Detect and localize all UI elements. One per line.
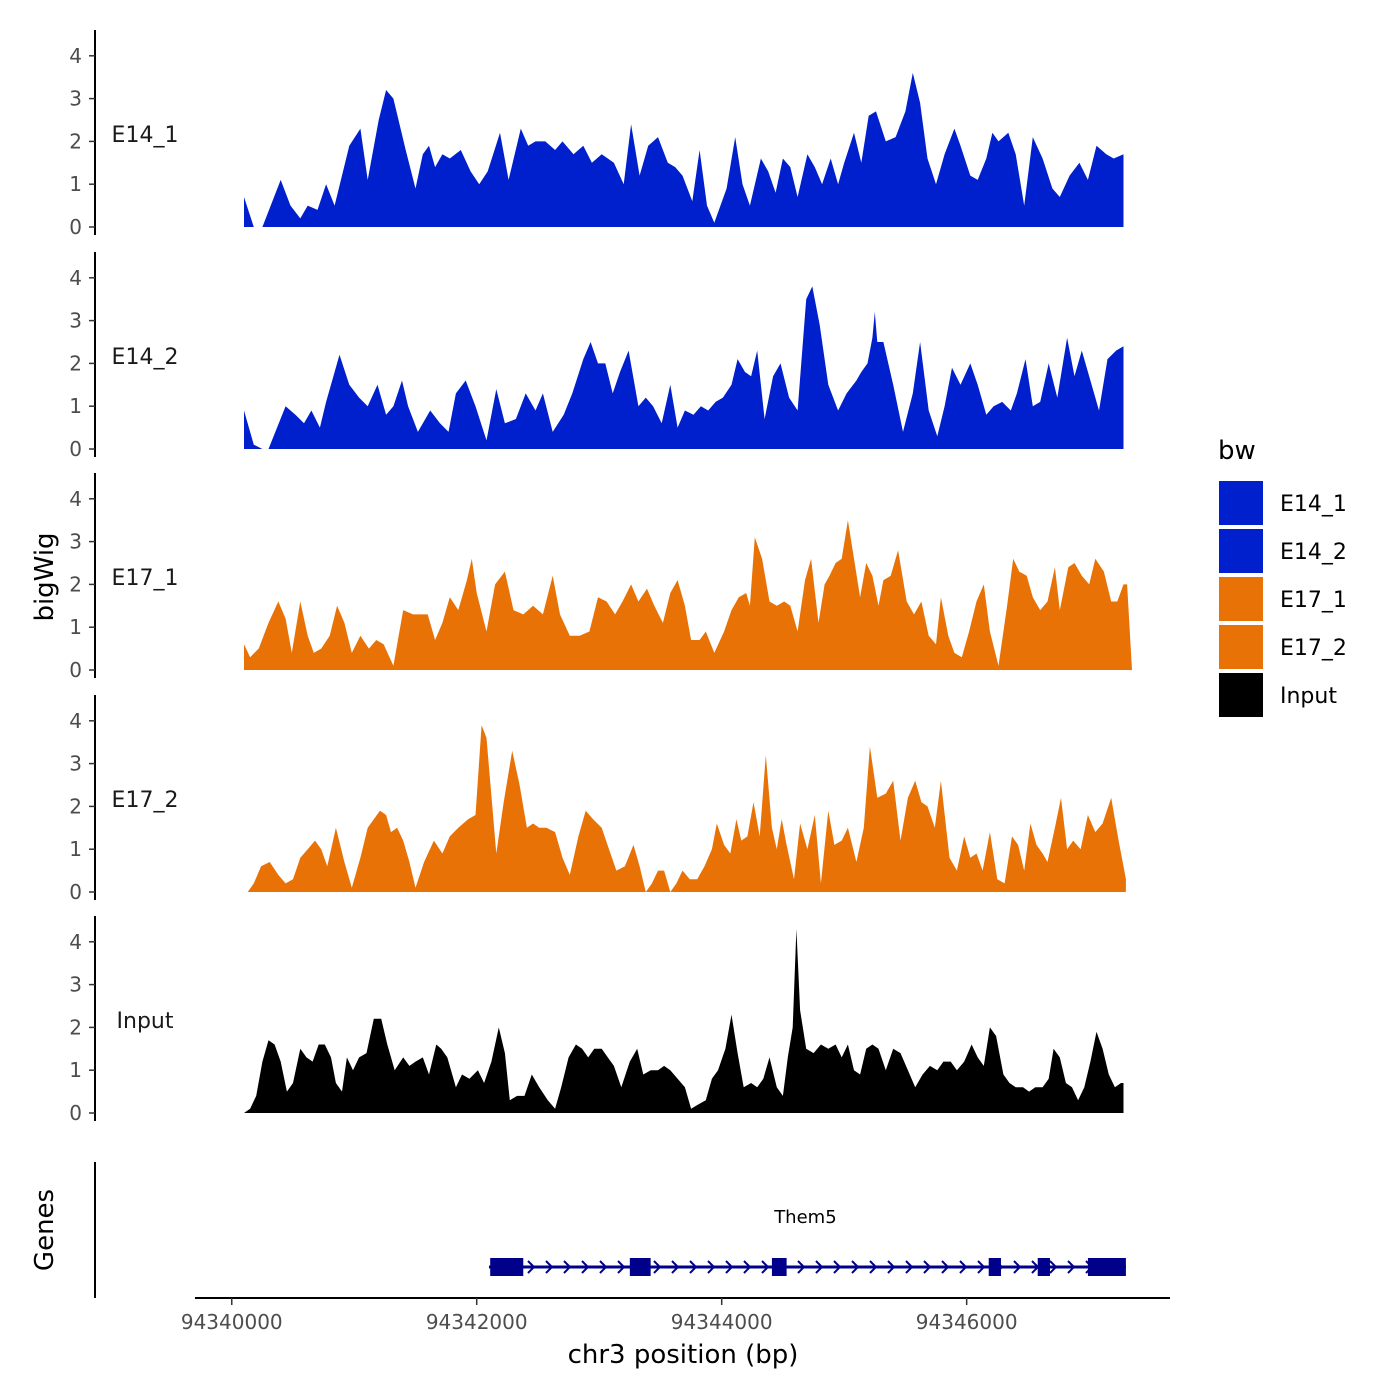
strand-arrow	[617, 1260, 626, 1274]
gene-exon	[490, 1258, 524, 1276]
y-tick-label: 0	[69, 1101, 82, 1125]
signal-area-E17_1	[244, 520, 1132, 670]
track-label-E17_1: E17_1	[112, 566, 179, 591]
y-tick-label: 0	[69, 215, 82, 239]
strand-arrow	[869, 1260, 878, 1274]
y-tick-label: 1	[69, 172, 82, 196]
y-tick-label: 2	[69, 572, 82, 596]
y-tick-label: 0	[69, 658, 82, 682]
legend-title: bw	[1218, 436, 1256, 466]
strand-arrow	[1049, 1260, 1058, 1274]
gene-model	[488, 1258, 1126, 1276]
gene-panel: Genes Them5	[30, 1162, 1126, 1298]
signal-area-E14_2	[244, 286, 1124, 449]
gene-exon	[1087, 1258, 1126, 1276]
y-tick-label: 0	[69, 437, 82, 461]
track-label-E14_1: E14_1	[112, 123, 179, 148]
legend-swatch-E14_2	[1219, 529, 1263, 573]
y-tick-label: 4	[69, 709, 82, 733]
strand-arrow	[905, 1260, 914, 1274]
x-tick-label: 94340000	[181, 1310, 283, 1334]
strand-arrow	[581, 1260, 590, 1274]
gene-exon	[629, 1258, 651, 1276]
signal-area-E14_1	[244, 72, 1124, 228]
y-axis-title: bigWig	[30, 532, 60, 621]
strand-arrow	[743, 1260, 752, 1274]
y-tick-label: 2	[69, 351, 82, 375]
y-tick-label: 3	[69, 973, 82, 997]
strand-arrow	[1013, 1260, 1022, 1274]
track-label-E17_2: E17_2	[112, 788, 179, 813]
gene-exon	[988, 1258, 1001, 1276]
strand-arrow	[761, 1260, 770, 1274]
y-tick-label: 1	[69, 394, 82, 418]
strand-arrow	[887, 1260, 896, 1274]
y-tick-label: 1	[69, 615, 82, 639]
y-tick-label: 4	[69, 44, 82, 68]
x-tick-label: 94342000	[426, 1310, 528, 1334]
strand-arrow	[545, 1260, 554, 1274]
track-E14_1: 0 1 2 3 4 E14_1	[69, 30, 1124, 239]
track-label-E14_2: E14_2	[112, 345, 179, 370]
legend-swatch-E17_1	[1219, 577, 1263, 621]
track-E14_2: 0 1 2 3 4 E14_2	[69, 252, 1124, 461]
strand-arrow	[671, 1260, 680, 1274]
legend-label-Input: Input	[1280, 684, 1337, 709]
x-axis: 94340000 94342000 94344000 94346000	[181, 1297, 1170, 1334]
legend-label-E17_2: E17_2	[1280, 636, 1347, 661]
legend-label-E17_1: E17_1	[1280, 588, 1347, 613]
track-label-Input: Input	[117, 1009, 174, 1034]
strand-arrow	[941, 1260, 950, 1274]
track-Input: 0 1 2 3 4 Input	[69, 916, 1124, 1125]
y-tick-label: 4	[69, 266, 82, 290]
y-tick-label: 3	[69, 752, 82, 776]
strand-arrow	[653, 1260, 662, 1274]
y-tick-label: 2	[69, 794, 82, 818]
track-panels: 0 1 2 3 4 E14_1 0 1 2 3 4 E14_2 0 1 2 3 4 E17_1 0 1 2 3 4 E17_2…	[69, 30, 1132, 1125]
strand-arrow	[923, 1260, 932, 1274]
gene-exon	[771, 1258, 787, 1276]
genes-panel-title: Genes	[30, 1189, 60, 1271]
strand-arrow	[563, 1260, 572, 1274]
y-tick-label: 3	[69, 530, 82, 554]
strand-arrow	[725, 1260, 734, 1274]
y-tick-label: 4	[69, 487, 82, 511]
y-tick-label: 2	[69, 129, 82, 153]
track-E17_1: 0 1 2 3 4 E17_1	[69, 473, 1132, 682]
y-tick-label: 4	[69, 930, 82, 954]
gene-name-label: Them5	[773, 1207, 836, 1228]
strand-arrow	[851, 1260, 860, 1274]
legend: bw E14_1 E14_2 E17_1 E17_2 Input	[1218, 436, 1347, 717]
x-tick-label: 94344000	[671, 1310, 773, 1334]
x-tick-label: 94346000	[916, 1310, 1018, 1334]
y-tick-label: 1	[69, 1058, 82, 1082]
signal-area-E17_2	[247, 725, 1126, 892]
strand-arrow	[797, 1260, 806, 1274]
legend-swatch-E14_1	[1219, 481, 1263, 525]
y-tick-label: 0	[69, 880, 82, 904]
strand-arrow	[599, 1260, 608, 1274]
y-tick-label: 2	[69, 1015, 82, 1039]
strand-arrow	[527, 1260, 536, 1274]
strand-arrow	[689, 1260, 698, 1274]
y-tick-label: 1	[69, 837, 82, 861]
strand-arrow	[977, 1260, 986, 1274]
legend-swatch-E17_2	[1219, 625, 1263, 669]
strand-arrow	[815, 1260, 824, 1274]
strand-arrow	[959, 1260, 968, 1274]
legend-items: E14_1 E14_2 E17_1 E17_2 Input	[1219, 481, 1347, 717]
signal-area-Input	[244, 929, 1124, 1113]
strand-arrow	[707, 1260, 716, 1274]
track-E17_2: 0 1 2 3 4 E17_2	[69, 695, 1126, 904]
strand-arrow	[833, 1260, 842, 1274]
legend-label-E14_1: E14_1	[1280, 492, 1347, 517]
strand-arrow	[1067, 1260, 1076, 1274]
y-tick-label: 3	[69, 309, 82, 333]
y-tick-label: 3	[69, 87, 82, 111]
gene-exon	[1037, 1258, 1050, 1276]
legend-swatch-Input	[1219, 673, 1263, 717]
x-axis-title: chr3 position (bp)	[568, 1340, 799, 1370]
legend-label-E14_2: E14_2	[1280, 540, 1347, 565]
